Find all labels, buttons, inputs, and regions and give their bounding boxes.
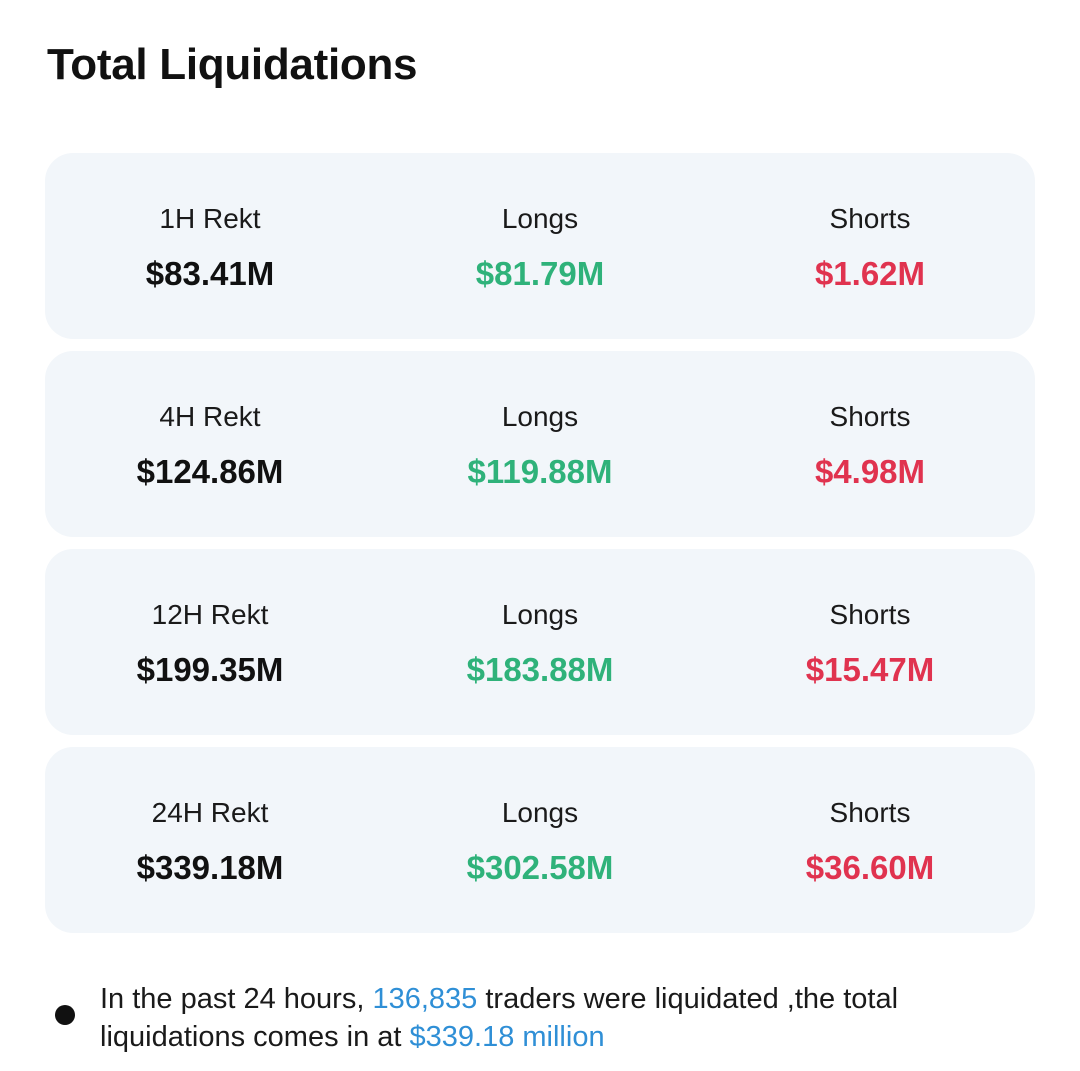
longs-column: Longs $302.58M: [375, 747, 705, 933]
longs-column: Longs $119.88M: [375, 351, 705, 537]
shorts-column: Shorts $1.62M: [705, 153, 1035, 339]
shorts-value: $36.60M: [805, 849, 935, 886]
total-amount: $339.18 million: [409, 1021, 605, 1053]
shorts-column: Shorts $36.60M: [705, 747, 1035, 933]
longs-column: Longs $183.88M: [375, 549, 705, 735]
shorts-label: Shorts: [829, 203, 911, 234]
longs-label: Longs: [501, 401, 579, 432]
longs-value: $302.58M: [466, 849, 614, 886]
summary-part1: In the past 24 hours,: [100, 983, 373, 1015]
bullet-icon: [55, 1005, 75, 1025]
summary-text: In the past 24 hours, 136,835 traders we…: [100, 980, 1015, 1056]
longs-label: Longs: [501, 599, 579, 630]
liquidation-cards: 1H Rekt $83.41M Longs $81.79M Shorts $1.…: [45, 153, 1035, 945]
page-title: Total Liquidations: [47, 40, 418, 89]
longs-value: $81.79M: [475, 255, 605, 292]
longs-column: Longs $81.79M: [375, 153, 705, 339]
shorts-label: Shorts: [829, 401, 911, 432]
longs-label: Longs: [501, 203, 579, 234]
period-label: 12H Rekt: [151, 599, 269, 630]
shorts-value: $15.47M: [805, 651, 935, 688]
shorts-column: Shorts $4.98M: [705, 351, 1035, 537]
period-label: 24H Rekt: [151, 797, 269, 828]
shorts-label: Shorts: [829, 599, 911, 630]
liquidation-card-1h: 1H Rekt $83.41M Longs $81.79M Shorts $1.…: [45, 153, 1035, 339]
period-label: 4H Rekt: [159, 401, 261, 432]
total-value: $339.18M: [136, 849, 284, 886]
shorts-value: $4.98M: [814, 453, 926, 490]
longs-label: Longs: [501, 797, 579, 828]
total-value: $199.35M: [136, 651, 284, 688]
period-label: 1H Rekt: [159, 203, 261, 234]
total-value: $124.86M: [136, 453, 284, 490]
total-column: 1H Rekt $83.41M: [45, 153, 375, 339]
total-column: 4H Rekt $124.86M: [45, 351, 375, 537]
total-column: 12H Rekt $199.35M: [45, 549, 375, 735]
shorts-value: $1.62M: [814, 255, 926, 292]
liquidation-card-12h: 12H Rekt $199.35M Longs $183.88M Shorts …: [45, 549, 1035, 735]
total-column: 24H Rekt $339.18M: [45, 747, 375, 933]
traders-count: 136,835: [372, 983, 478, 1015]
total-value: $83.41M: [145, 255, 275, 292]
liquidation-card-24h: 24H Rekt $339.18M Longs $302.58M Shorts …: [45, 747, 1035, 933]
summary-part2: traders were liquidated ,the total liqui…: [100, 983, 899, 1053]
longs-value: $119.88M: [467, 453, 613, 490]
shorts-column: Shorts $15.47M: [705, 549, 1035, 735]
longs-value: $183.88M: [466, 651, 614, 688]
shorts-label: Shorts: [829, 797, 911, 828]
liquidation-card-4h: 4H Rekt $124.86M Longs $119.88M Shorts $…: [45, 351, 1035, 537]
summary-note: In the past 24 hours, 136,835 traders we…: [55, 980, 1015, 1056]
